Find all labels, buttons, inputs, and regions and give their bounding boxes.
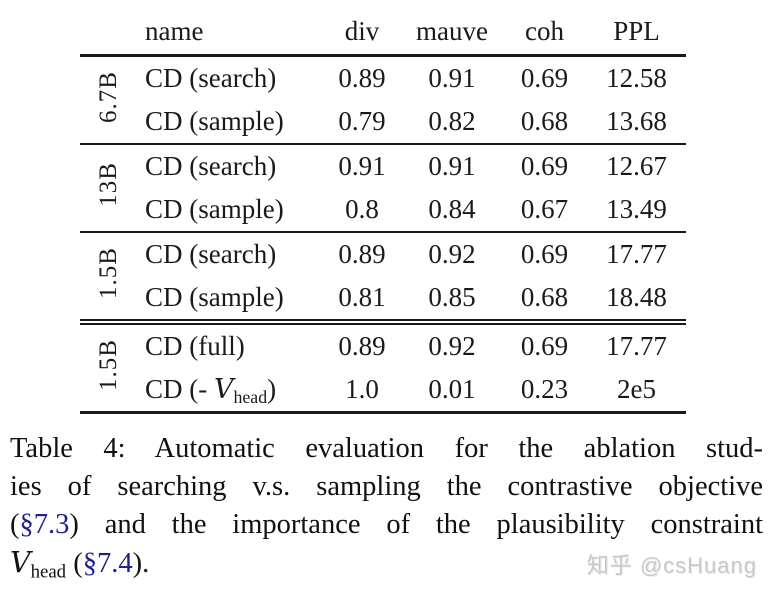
vocab-head-subscript: head	[30, 561, 67, 583]
table-row: CD (sample) 0.8 0.84 0.67 13.49	[80, 188, 686, 233]
cell-coh: 0.23	[502, 368, 587, 414]
column-header-ppl: PPL	[587, 8, 686, 57]
group-label-text: 1.5B	[94, 246, 122, 299]
table-header-row: name div mauve coh PPL	[80, 8, 686, 57]
table-row: 1.5B CD (full) 0.89 0.92 0.69 17.77	[80, 322, 686, 414]
cell-ppl: 18.48	[587, 276, 686, 325]
cell-name: CD (search)	[145, 63, 277, 93]
section-ref-7-3-link[interactable]: §7.3	[19, 509, 70, 540]
cell-name-prefix: CD (-	[145, 374, 214, 404]
column-header-div: div	[322, 8, 402, 57]
cell-ppl: 12.58	[606, 63, 667, 93]
zhihu-watermark: 知乎 @csHuang	[586, 553, 757, 578]
cell-name: CD (full)	[145, 331, 245, 361]
group-label-text: 1.5B	[94, 338, 122, 391]
caption-text: ).	[132, 548, 150, 579]
caption-line-3: (§7.3) and the importance of the plausib…	[10, 506, 763, 544]
section-ref-7-4-link[interactable]: §7.4	[82, 548, 133, 579]
cell-ppl: 13.68	[587, 100, 686, 145]
cell-name-suffix: )	[267, 374, 277, 404]
cell-mauve: 0.82	[402, 100, 502, 145]
cell-div: 0.8	[322, 188, 402, 233]
cell-div: 0.91	[338, 151, 386, 181]
table-row: 6.7B CD (search) 0.89 0.91 0.69 12.58	[80, 55, 686, 145]
caption-line-4: Vhead (§7.4).	[10, 544, 763, 583]
cell-mauve: 0.01	[402, 368, 502, 414]
cell-mauve: 0.92	[428, 239, 476, 269]
caption-text: ) and the importance of the plausibility…	[69, 509, 763, 540]
caption-line-1: Table 4: Automatic evaluation for the ab…	[10, 433, 763, 464]
row-group-label-6-7b: 6.7B	[80, 55, 136, 145]
cell-name: CD (sample)	[136, 100, 322, 145]
cell-div: 0.89	[338, 331, 386, 361]
table-row: CD (sample) 0.79 0.82 0.68 13.68	[80, 100, 686, 145]
vocab-head-symbol: V	[214, 374, 234, 405]
vocab-head-subscript: head	[233, 386, 268, 407]
cell-coh: 0.69	[520, 331, 569, 361]
cell-name: CD (search)	[145, 151, 277, 181]
caption-text: (	[66, 548, 83, 579]
table-row: 1.5B CD (search) 0.89 0.92 0.69 17.77	[80, 232, 686, 325]
cell-mauve: 0.91	[428, 151, 476, 181]
cell-ppl: 17.77	[606, 239, 667, 269]
cell-div: 1.0	[322, 368, 402, 414]
cell-ppl: 17.77	[606, 331, 667, 361]
cell-coh: 0.68	[502, 276, 587, 325]
column-header-name: name	[136, 8, 322, 57]
caption-line-2: ies of searching v.s. sampling the contr…	[10, 471, 763, 502]
caption-text: (	[10, 509, 20, 540]
column-header-coh: coh	[502, 8, 587, 57]
table-row: CD (- Vhead) 1.0 0.01 0.23 2e5	[80, 368, 686, 414]
column-header-group	[80, 8, 136, 57]
row-group-label-1-5b-ablation: 1.5B	[80, 322, 136, 414]
group-label-text: 13B	[94, 162, 122, 207]
cell-div: 0.89	[338, 239, 386, 269]
cell-mauve: 0.85	[402, 276, 502, 325]
cell-ppl: 2e5	[587, 368, 686, 414]
row-group-label-1-5b: 1.5B	[80, 232, 136, 325]
table-caption: Table 4: Automatic evaluation for the ab…	[10, 430, 763, 583]
cell-div: 0.89	[338, 63, 386, 93]
cell-name: CD (sample)	[136, 276, 322, 325]
cell-mauve: 0.92	[428, 331, 476, 361]
cell-div: 0.81	[322, 276, 402, 325]
table-row: CD (sample) 0.81 0.85 0.68 18.48	[80, 276, 686, 325]
cell-coh: 0.68	[502, 100, 587, 145]
group-label-text: 6.7B	[94, 70, 122, 123]
cell-coh: 0.67	[502, 188, 587, 233]
vocab-head-symbol: V	[10, 546, 31, 579]
cell-name: CD (search)	[145, 239, 277, 269]
cell-coh: 0.69	[520, 151, 569, 181]
cell-coh: 0.69	[520, 239, 569, 269]
cell-ppl: 12.67	[606, 151, 667, 181]
cell-coh: 0.69	[520, 63, 569, 93]
results-table: name div mauve coh PPL 6.7B CD (search) …	[80, 8, 686, 414]
cell-name: CD (- Vhead)	[136, 368, 322, 414]
cell-name: CD (sample)	[136, 188, 322, 233]
column-header-mauve: mauve	[402, 8, 502, 57]
table-row: 13B CD (search) 0.91 0.91 0.69 12.67	[80, 144, 686, 233]
cell-mauve: 0.84	[402, 188, 502, 233]
row-group-label-13b: 13B	[80, 144, 136, 233]
cell-ppl: 13.49	[587, 188, 686, 233]
cell-mauve: 0.91	[428, 63, 476, 93]
cell-div: 0.79	[322, 100, 402, 145]
